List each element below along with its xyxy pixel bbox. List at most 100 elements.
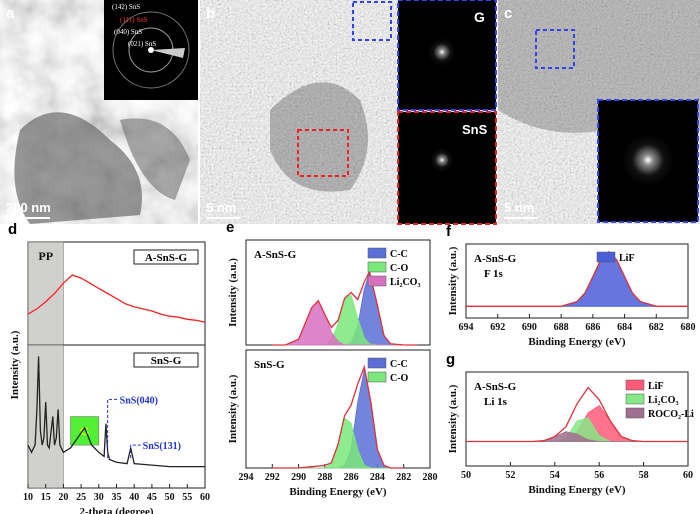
annotation: SnS(131)	[143, 441, 181, 452]
x-tick-label: 10	[23, 492, 33, 503]
y-axis-label: Intensity (a.u.)	[447, 246, 459, 315]
x-tick-label: 288	[317, 472, 332, 483]
x-tick-label: 56	[594, 470, 604, 481]
panel-label: c	[504, 5, 512, 22]
title-box	[133, 249, 199, 265]
x-tick-label: 60	[200, 492, 210, 503]
saed-label: (111) SnS	[120, 16, 148, 24]
legend-label: ROCO₂-Li	[648, 409, 694, 420]
scale-bar: 5 nm	[504, 200, 534, 215]
panel-label: f	[446, 223, 452, 240]
legend-label: C-O	[390, 263, 409, 274]
x-tick-label: 40	[129, 492, 139, 503]
title-box	[133, 352, 199, 368]
chart-title: A-SnS-G	[474, 253, 517, 265]
chart-title: A-SnS-G	[254, 249, 297, 261]
tem-image-c: c 5 nm	[498, 0, 700, 224]
panel-label: d	[8, 221, 17, 238]
panel-label: e	[226, 219, 234, 236]
legend-swatch	[625, 407, 645, 419]
tem-image-b: G SnS b 5 nm	[200, 0, 497, 225]
legend-label: LiF	[619, 253, 635, 264]
legend-label: C-C	[390, 359, 408, 370]
x-tick-label: 30	[94, 492, 104, 503]
saed-label: (040) SnS	[114, 28, 142, 36]
curve	[272, 364, 404, 469]
x-axis-label: 2-theta (degree)	[79, 506, 153, 514]
x-tick-label: 694	[459, 322, 474, 333]
curve	[466, 386, 688, 443]
chart-title: SnS-G	[254, 359, 285, 371]
x-tick-label: 292	[265, 472, 280, 483]
legend-swatch	[367, 275, 387, 287]
legend-swatch	[367, 371, 387, 383]
x-tick-label: 20	[58, 492, 68, 503]
chart-title: A-SnS-G	[474, 381, 517, 393]
legend-label: C-C	[390, 249, 408, 260]
x-tick-label: 52	[505, 470, 515, 481]
legend-swatch	[596, 251, 616, 263]
x-tick-label: 686	[585, 322, 600, 333]
x-tick-label: 15	[41, 492, 51, 503]
x-axis-label: Binding Energy (eV)	[289, 486, 387, 498]
chart-subtitle: Li 1s	[484, 396, 508, 408]
scale-bar: 5 nm	[206, 200, 236, 215]
x-tick-label: 60	[683, 470, 693, 481]
annotation-arrow	[107, 398, 118, 458]
x-tick-label: 690	[522, 322, 537, 333]
x-tick-label: 680	[681, 322, 696, 333]
curve	[27, 356, 205, 468]
curve	[27, 274, 206, 323]
x-tick-label: 35	[112, 492, 122, 503]
legend-swatch	[367, 357, 387, 369]
legend-swatch	[625, 379, 645, 391]
x-tick-label: 50	[165, 492, 175, 503]
x-tick-label: 45	[147, 492, 157, 503]
y-axis-label: Intensity (a.u.)	[227, 374, 239, 443]
x-axis-label: Binding Energy (eV)	[528, 336, 626, 348]
region-label: PP	[38, 249, 53, 263]
region-label: G	[80, 424, 89, 438]
annotation-arrow	[130, 444, 141, 458]
x-tick-label: 290	[291, 472, 306, 483]
tem-image-a: (142) SnS (111) SnS (040) SnS (021) SnS …	[0, 0, 198, 224]
saed-label: (142) SnS	[112, 3, 140, 11]
inset-label: SnS	[462, 122, 488, 137]
legend-label: Li₂CO₃	[648, 395, 678, 406]
x-tick-label: 688	[554, 322, 569, 333]
x-tick-label: 284	[370, 472, 385, 483]
panel-label: a	[6, 5, 15, 22]
x-tick-label: 692	[490, 322, 505, 333]
legend-swatch	[625, 393, 645, 405]
legend-swatch	[367, 247, 387, 259]
x-tick-label: 55	[182, 492, 192, 503]
inset-label: G	[474, 9, 485, 25]
saed-label: (021) SnS	[128, 40, 156, 48]
x-tick-label: 682	[649, 322, 664, 333]
chart-title: A-SnS-G	[145, 252, 188, 264]
legend-label: C-O	[390, 373, 409, 384]
x-tick-label: 282	[396, 472, 411, 483]
x-tick-label: 25	[76, 492, 86, 503]
x-tick-label: 280	[423, 472, 438, 483]
legend-label: LiF	[648, 381, 664, 392]
chart-subtitle: F 1s	[484, 268, 504, 280]
chart-title: SnS-G	[151, 355, 182, 367]
x-tick-label: 286	[344, 472, 359, 483]
legend-swatch	[367, 261, 387, 273]
y-axis-label: Intensity (a.u.)	[227, 258, 239, 327]
x-tick-label: 50	[461, 470, 471, 481]
annotation: SnS(040)	[120, 395, 158, 406]
x-tick-label: 684	[617, 322, 632, 333]
x-axis-label: Binding Energy (eV)	[528, 484, 626, 496]
panel-label: b	[206, 5, 215, 22]
curve	[272, 269, 417, 346]
y-axis-label: Intensity (a.u.)	[447, 384, 459, 453]
peak-area	[272, 417, 404, 469]
y-axis-label: Intensity (a.u.)	[9, 330, 21, 399]
plot-frame	[465, 371, 689, 467]
x-tick-label: 294	[239, 472, 254, 483]
x-tick-label: 54	[550, 470, 560, 481]
panel-label: g	[446, 351, 455, 368]
